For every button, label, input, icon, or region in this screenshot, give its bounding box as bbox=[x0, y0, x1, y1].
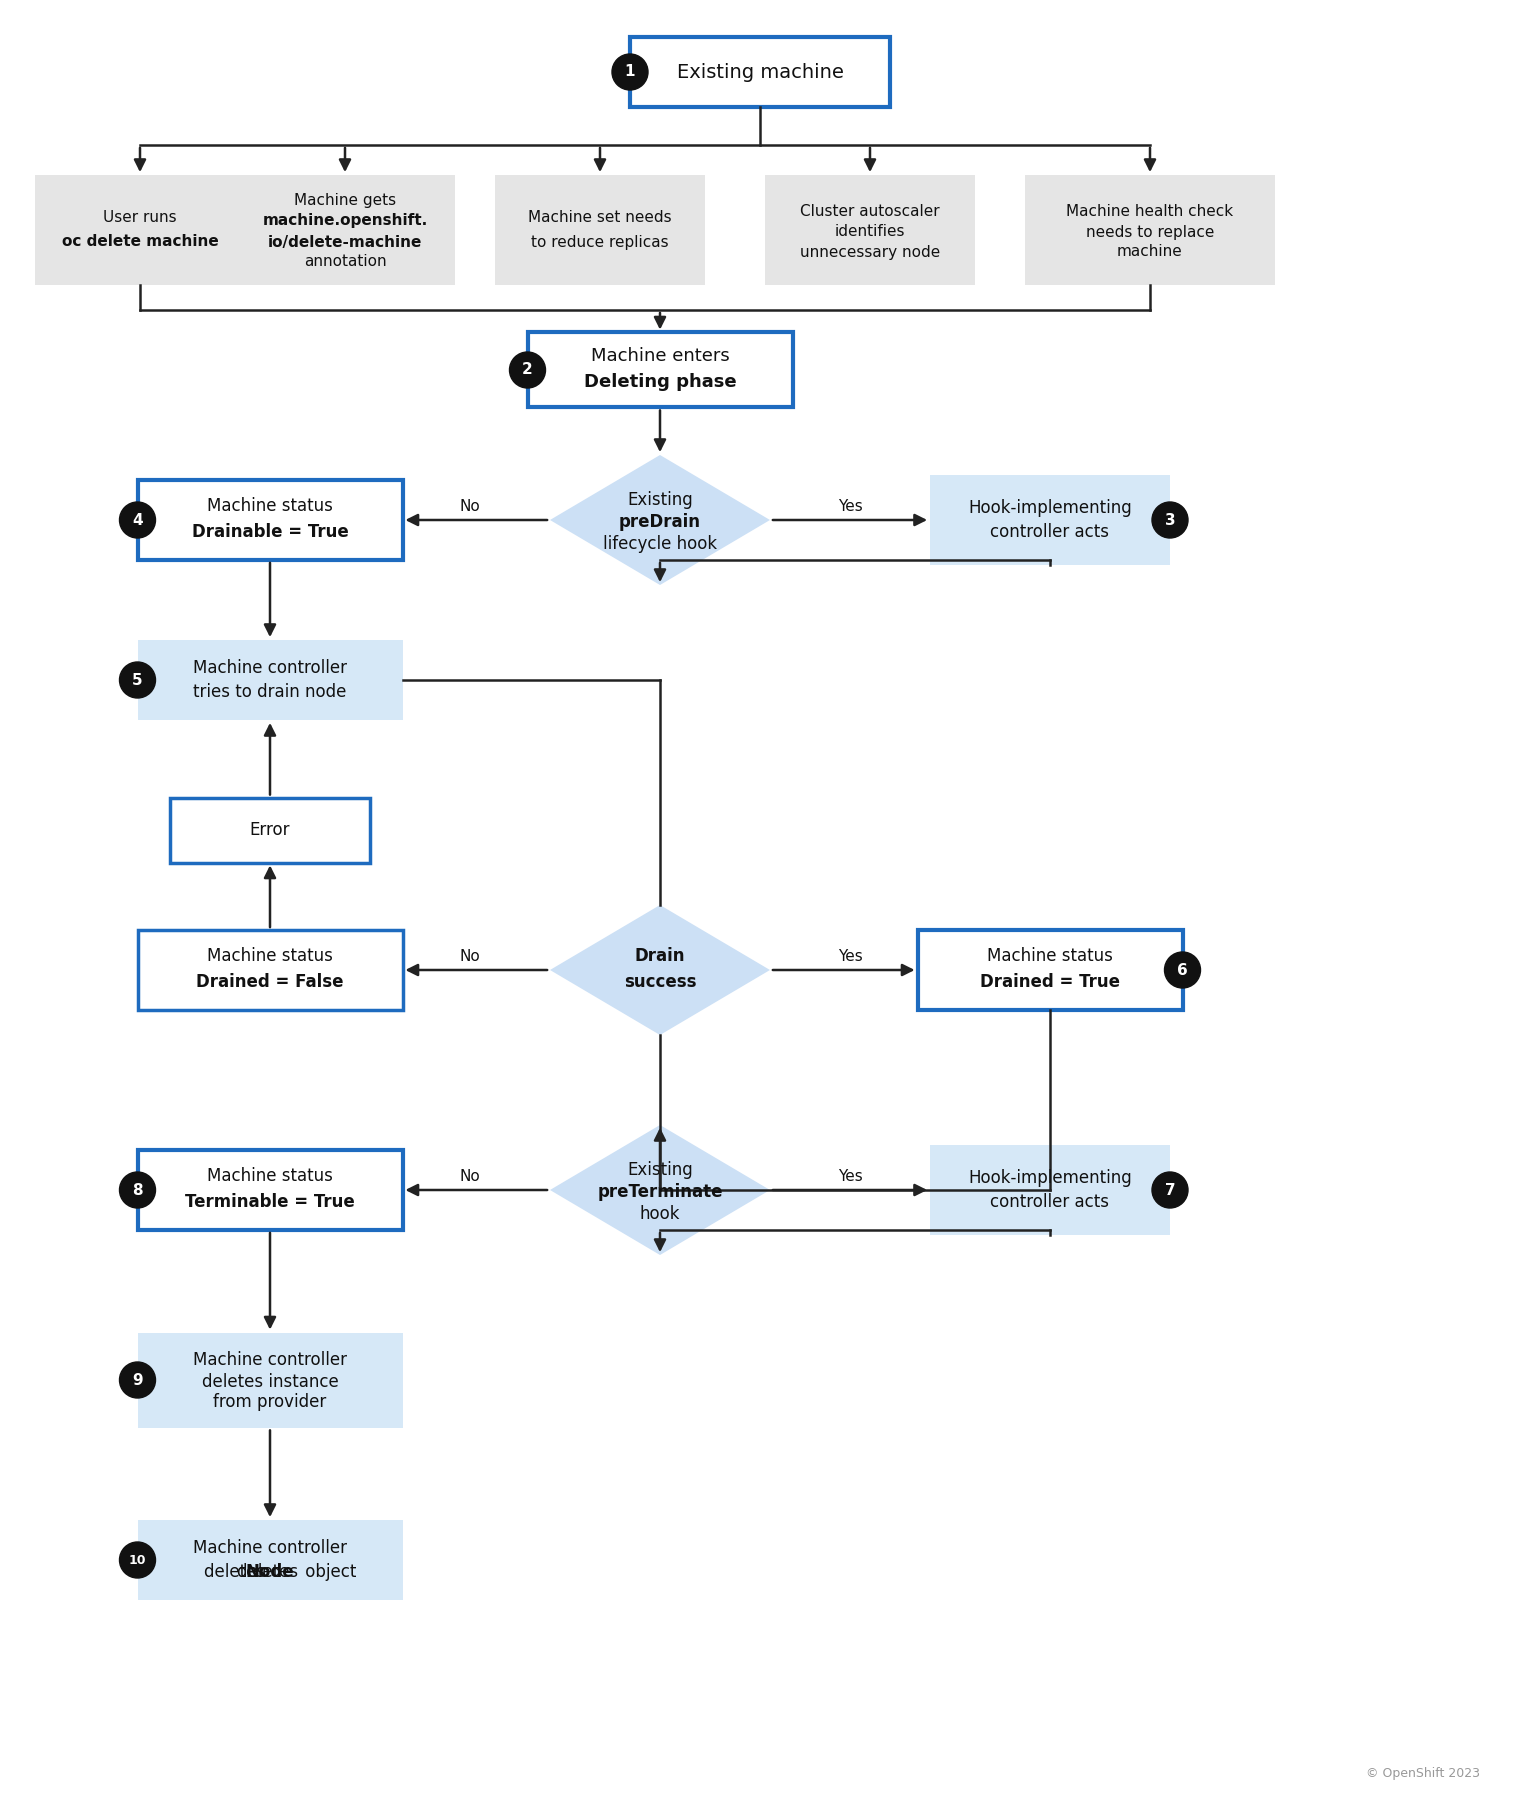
Text: io/delete-machine: io/delete-machine bbox=[268, 234, 423, 250]
Text: Drained = True: Drained = True bbox=[980, 973, 1120, 991]
Text: Yes: Yes bbox=[838, 949, 862, 964]
Text: Terminable = True: Terminable = True bbox=[185, 1192, 354, 1210]
Circle shape bbox=[509, 351, 546, 387]
Text: Machine status: Machine status bbox=[207, 497, 333, 515]
Text: 5: 5 bbox=[132, 672, 143, 688]
Bar bbox=[137, 1520, 403, 1599]
Bar bbox=[496, 175, 705, 285]
Text: preDrain: preDrain bbox=[619, 513, 701, 531]
Circle shape bbox=[1152, 502, 1189, 538]
Text: object: object bbox=[299, 1563, 356, 1581]
Text: lifecycle hook: lifecycle hook bbox=[603, 535, 717, 553]
Text: deletes instance: deletes instance bbox=[202, 1372, 339, 1390]
Bar bbox=[170, 798, 369, 863]
Text: Error: Error bbox=[249, 821, 290, 839]
Bar bbox=[137, 929, 403, 1010]
Bar bbox=[137, 639, 403, 720]
Text: unnecessary node: unnecessary node bbox=[800, 245, 941, 259]
Text: Drain: Drain bbox=[635, 947, 686, 965]
Bar bbox=[35, 175, 245, 285]
Text: Node: Node bbox=[246, 1563, 295, 1581]
Text: Machine health check: Machine health check bbox=[1067, 205, 1234, 220]
Text: Drainable = True: Drainable = True bbox=[192, 522, 348, 540]
Text: hook: hook bbox=[640, 1205, 681, 1223]
Text: machine.openshift.: machine.openshift. bbox=[263, 213, 427, 227]
Text: 8: 8 bbox=[132, 1183, 143, 1198]
Bar bbox=[137, 1151, 403, 1230]
Circle shape bbox=[120, 1542, 155, 1578]
Text: preTerminate: preTerminate bbox=[597, 1183, 722, 1201]
Polygon shape bbox=[550, 456, 771, 585]
Bar bbox=[1024, 175, 1275, 285]
Bar bbox=[765, 175, 974, 285]
Text: 7: 7 bbox=[1164, 1183, 1175, 1198]
Text: machine: machine bbox=[1117, 245, 1183, 259]
Text: 9: 9 bbox=[132, 1372, 143, 1387]
Text: deletes: deletes bbox=[237, 1563, 302, 1581]
Bar bbox=[527, 333, 792, 407]
Circle shape bbox=[1152, 1172, 1189, 1208]
Text: 6: 6 bbox=[1176, 962, 1187, 978]
Text: annotation: annotation bbox=[304, 254, 386, 270]
Text: Yes: Yes bbox=[838, 499, 862, 513]
Text: controller acts: controller acts bbox=[991, 522, 1110, 540]
Circle shape bbox=[1164, 953, 1201, 989]
Circle shape bbox=[120, 663, 155, 699]
Text: Machine enters: Machine enters bbox=[591, 348, 730, 366]
Text: Machine status: Machine status bbox=[207, 947, 333, 965]
Bar bbox=[137, 1333, 403, 1428]
Text: Machine controller: Machine controller bbox=[193, 1351, 347, 1369]
Text: Yes: Yes bbox=[838, 1169, 862, 1183]
Text: 1: 1 bbox=[625, 65, 635, 79]
Circle shape bbox=[120, 502, 155, 538]
Text: 4: 4 bbox=[132, 513, 143, 528]
Text: tries to drain node: tries to drain node bbox=[193, 683, 347, 701]
Text: Existing: Existing bbox=[628, 492, 693, 510]
Bar bbox=[930, 1145, 1170, 1235]
Text: 10: 10 bbox=[129, 1554, 146, 1567]
Text: deletes: deletes bbox=[204, 1563, 271, 1581]
Circle shape bbox=[613, 54, 648, 90]
Text: Machine gets: Machine gets bbox=[293, 193, 397, 207]
Bar bbox=[629, 38, 891, 106]
Text: 2: 2 bbox=[523, 362, 534, 378]
Polygon shape bbox=[550, 904, 771, 1036]
Text: oc delete machine: oc delete machine bbox=[62, 234, 219, 250]
Bar bbox=[930, 475, 1170, 566]
Text: Hook-implementing: Hook-implementing bbox=[968, 499, 1132, 517]
Text: Existing: Existing bbox=[628, 1162, 693, 1180]
Text: 3: 3 bbox=[1164, 513, 1175, 528]
Text: Drained = False: Drained = False bbox=[196, 973, 344, 991]
Text: No: No bbox=[459, 1169, 480, 1183]
Text: Machine status: Machine status bbox=[986, 947, 1113, 965]
Text: © OpenShift 2023: © OpenShift 2023 bbox=[1366, 1767, 1480, 1779]
Bar bbox=[137, 481, 403, 560]
Text: controller acts: controller acts bbox=[991, 1192, 1110, 1210]
Bar bbox=[918, 929, 1183, 1010]
Text: Machine controller: Machine controller bbox=[193, 1540, 347, 1558]
Text: No: No bbox=[459, 949, 480, 964]
Text: from provider: from provider bbox=[213, 1392, 327, 1410]
Circle shape bbox=[120, 1362, 155, 1398]
Text: Machine controller: Machine controller bbox=[193, 659, 347, 677]
Text: Existing machine: Existing machine bbox=[676, 63, 844, 81]
Text: Machine status: Machine status bbox=[207, 1167, 333, 1185]
Text: Hook-implementing: Hook-implementing bbox=[968, 1169, 1132, 1187]
Bar bbox=[236, 175, 454, 285]
Text: Machine set needs: Machine set needs bbox=[527, 211, 672, 225]
Text: identifies: identifies bbox=[834, 225, 906, 240]
Text: to reduce replicas: to reduce replicas bbox=[530, 234, 669, 250]
Text: User runs: User runs bbox=[103, 211, 176, 225]
Text: success: success bbox=[623, 973, 696, 991]
Text: No: No bbox=[459, 499, 480, 513]
Text: needs to replace: needs to replace bbox=[1085, 225, 1214, 240]
Text: Cluster autoscaler: Cluster autoscaler bbox=[800, 205, 939, 220]
Text: Deleting phase: Deleting phase bbox=[584, 373, 736, 391]
Circle shape bbox=[120, 1172, 155, 1208]
Polygon shape bbox=[550, 1126, 771, 1255]
